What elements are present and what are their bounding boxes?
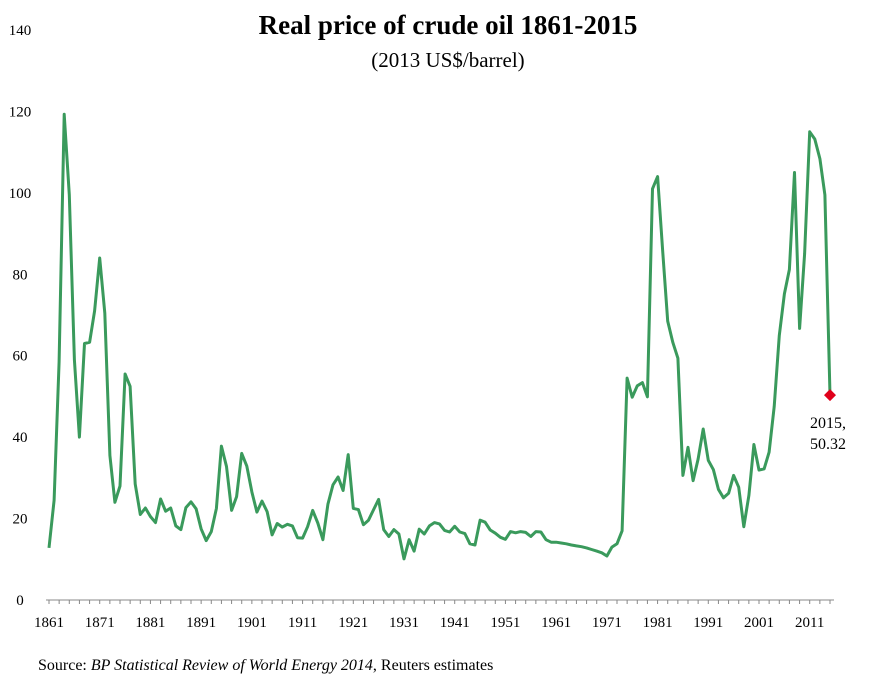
x-tick-label: 1941	[440, 615, 470, 631]
y-tick-label: 0	[16, 593, 24, 609]
annotation-group: 2015, 50.32	[810, 415, 846, 453]
source-suffix: , Reuters estimates	[372, 657, 494, 674]
highlight-marker	[824, 389, 836, 402]
x-axis: 1861 1871 1881 1891 1901 1911 1921 1931 1941 1951…	[34, 599, 834, 631]
x-tick-label: 1971	[592, 615, 622, 631]
x-tick-label: 1891	[186, 615, 216, 631]
y-tick-label: 140	[9, 23, 32, 39]
source-prefix: Source:	[38, 657, 91, 674]
price-series	[47, 112, 836, 561]
chart-subtitle: (2013 US$/barrel)	[371, 48, 524, 72]
x-tick-label: 1871	[85, 615, 115, 631]
x-tick-label: 2001	[744, 615, 774, 631]
x-tick-label: 1981	[643, 615, 673, 631]
y-tick-label: 120	[9, 104, 32, 120]
x-tick-label: 1991	[693, 615, 723, 631]
source-note: Source: BP Statistical Review of World E…	[38, 657, 493, 675]
y-tick-label: 60	[13, 349, 28, 365]
source-title: BP Statistical Review of World Energy 20…	[90, 657, 373, 674]
x-tick-label: 1961	[541, 615, 571, 631]
x-tick-label: 1901	[237, 615, 267, 631]
x-tick-label: 1861	[34, 615, 64, 631]
chart-title: Real price of crude oil 1861-2015	[259, 10, 638, 40]
annotation-value: 50.32	[810, 436, 846, 453]
price-line	[47, 112, 832, 561]
y-tick-label: 40	[13, 430, 28, 446]
x-tick-label: 1921	[338, 615, 368, 631]
x-tick-label: 1911	[288, 615, 317, 631]
x-tick-label: 1951	[490, 615, 520, 631]
x-tick-label: 1931	[389, 615, 419, 631]
y-tick-label: 100	[9, 186, 32, 202]
y-tick-label: 20	[13, 512, 28, 528]
annotation-year: 2015,	[810, 415, 846, 432]
y-axis: 0 20 40 60 80 100 120 140	[9, 23, 32, 609]
y-tick-label: 80	[13, 267, 28, 283]
x-tick-label: 2011	[795, 615, 824, 631]
x-tick-label: 1881	[135, 615, 165, 631]
